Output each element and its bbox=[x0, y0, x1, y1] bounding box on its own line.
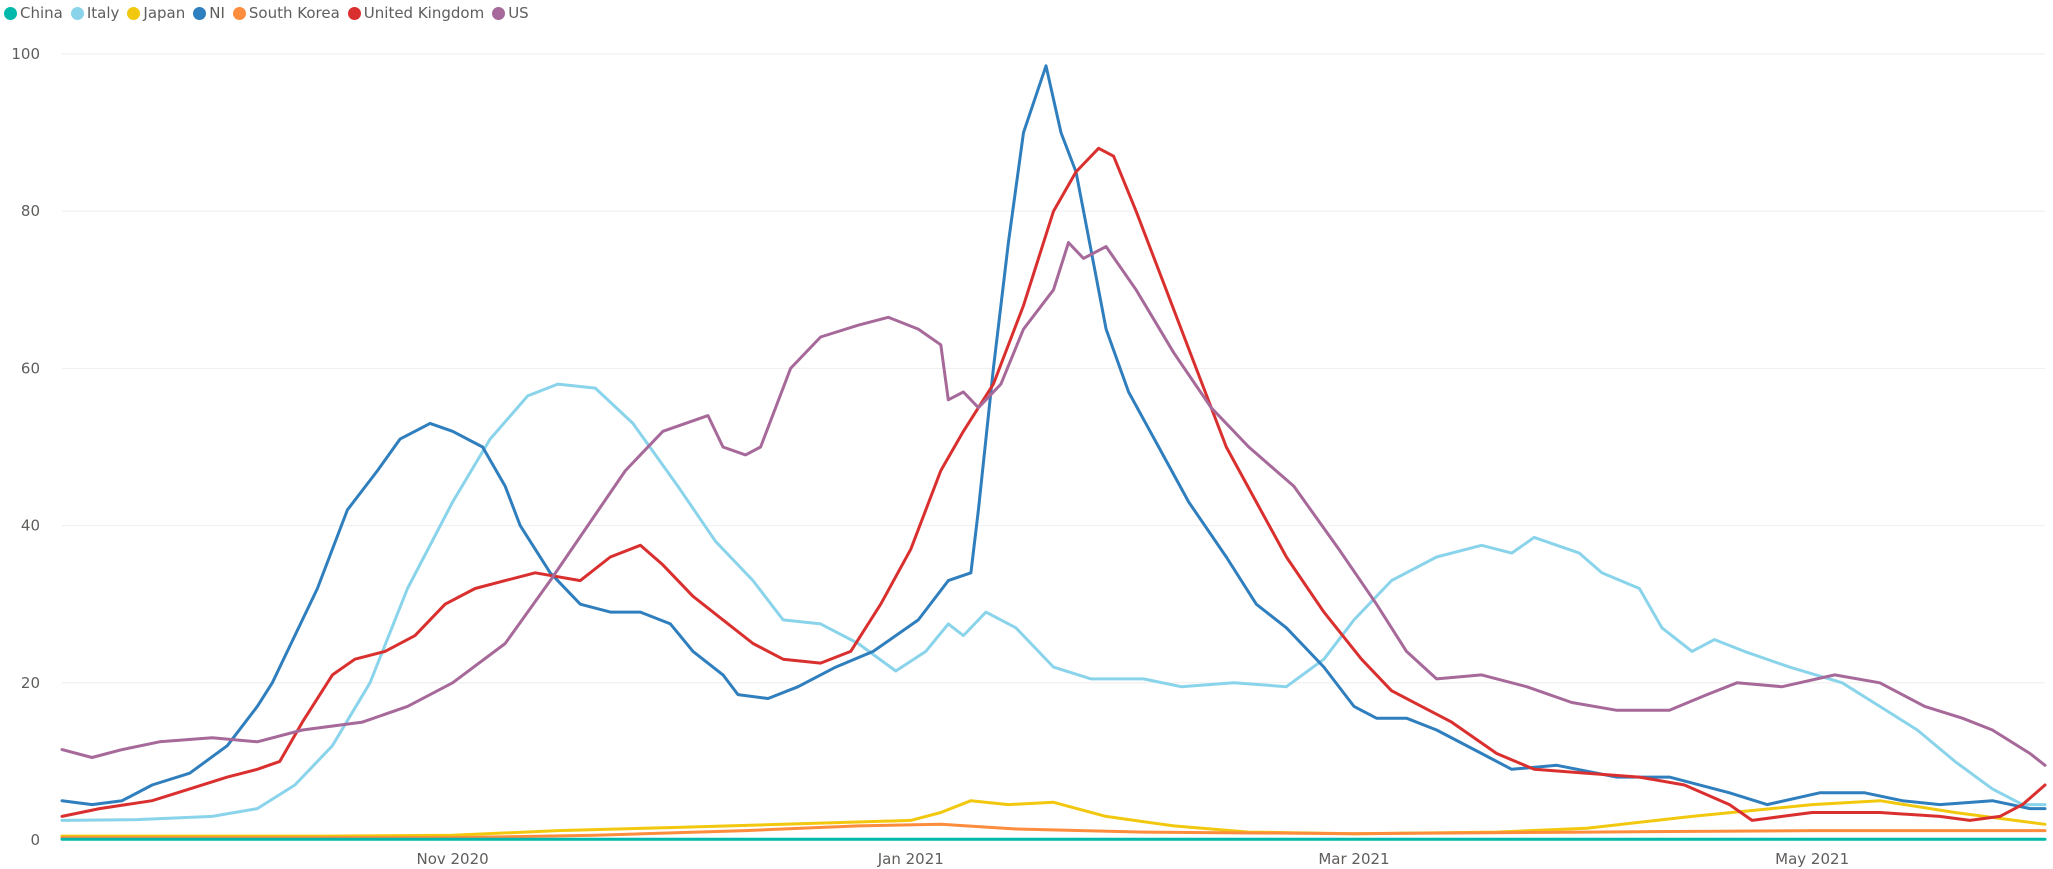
x-tick-label: May 2021 bbox=[1775, 850, 1849, 868]
legend-marker-icon bbox=[492, 6, 506, 20]
y-tick-label: 20 bbox=[21, 674, 40, 692]
legend-label: Italy bbox=[86, 4, 120, 22]
legend-item-south-korea[interactable]: South Korea bbox=[232, 4, 340, 22]
legend-item-china[interactable]: China bbox=[4, 4, 63, 22]
legend-item-italy[interactable]: Italy bbox=[70, 4, 120, 22]
legend-marker-icon bbox=[70, 6, 84, 20]
legend-marker-icon bbox=[347, 6, 361, 20]
legend-marker-icon bbox=[193, 6, 207, 20]
legend-label: NI bbox=[209, 4, 225, 22]
legend-item-ni[interactable]: NI bbox=[193, 4, 225, 22]
series-line-us bbox=[60, 241, 2047, 767]
legend-label: US bbox=[508, 4, 529, 22]
series-line-south-korea bbox=[60, 822, 2047, 840]
legend-marker-icon bbox=[4, 6, 17, 20]
chart-legend: China Italy Japan NI South Korea United Kingd… bbox=[4, 4, 529, 22]
x-tick-label: Nov 2020 bbox=[416, 850, 488, 868]
legend-item-united-kingdom[interactable]: United Kingdom bbox=[347, 4, 485, 22]
y-tick-label: 80 bbox=[21, 202, 40, 220]
legend-item-us[interactable]: US bbox=[492, 4, 529, 22]
legend-label: United Kingdom bbox=[363, 4, 485, 22]
legend-label: China bbox=[20, 4, 63, 22]
series-line-japan bbox=[60, 799, 2047, 838]
y-tick-label: 40 bbox=[21, 517, 40, 535]
series-line-italy bbox=[60, 382, 2047, 822]
legend-label: South Korea bbox=[248, 4, 340, 22]
y-tick-label: 0 bbox=[30, 831, 40, 849]
legend-label: Japan bbox=[143, 4, 186, 22]
legend-marker-icon bbox=[127, 6, 141, 20]
x-tick-label: Mar 2021 bbox=[1318, 850, 1389, 868]
series-line-ni bbox=[60, 64, 2047, 811]
x-tick-label: Jan 2021 bbox=[877, 850, 944, 868]
y-tick-label: 60 bbox=[21, 359, 40, 377]
legend-marker-icon bbox=[232, 6, 246, 20]
series-line-united-kingdom bbox=[60, 146, 2047, 822]
y-tick-label: 100 bbox=[11, 45, 40, 63]
legend-item-japan[interactable]: Japan bbox=[127, 4, 185, 22]
